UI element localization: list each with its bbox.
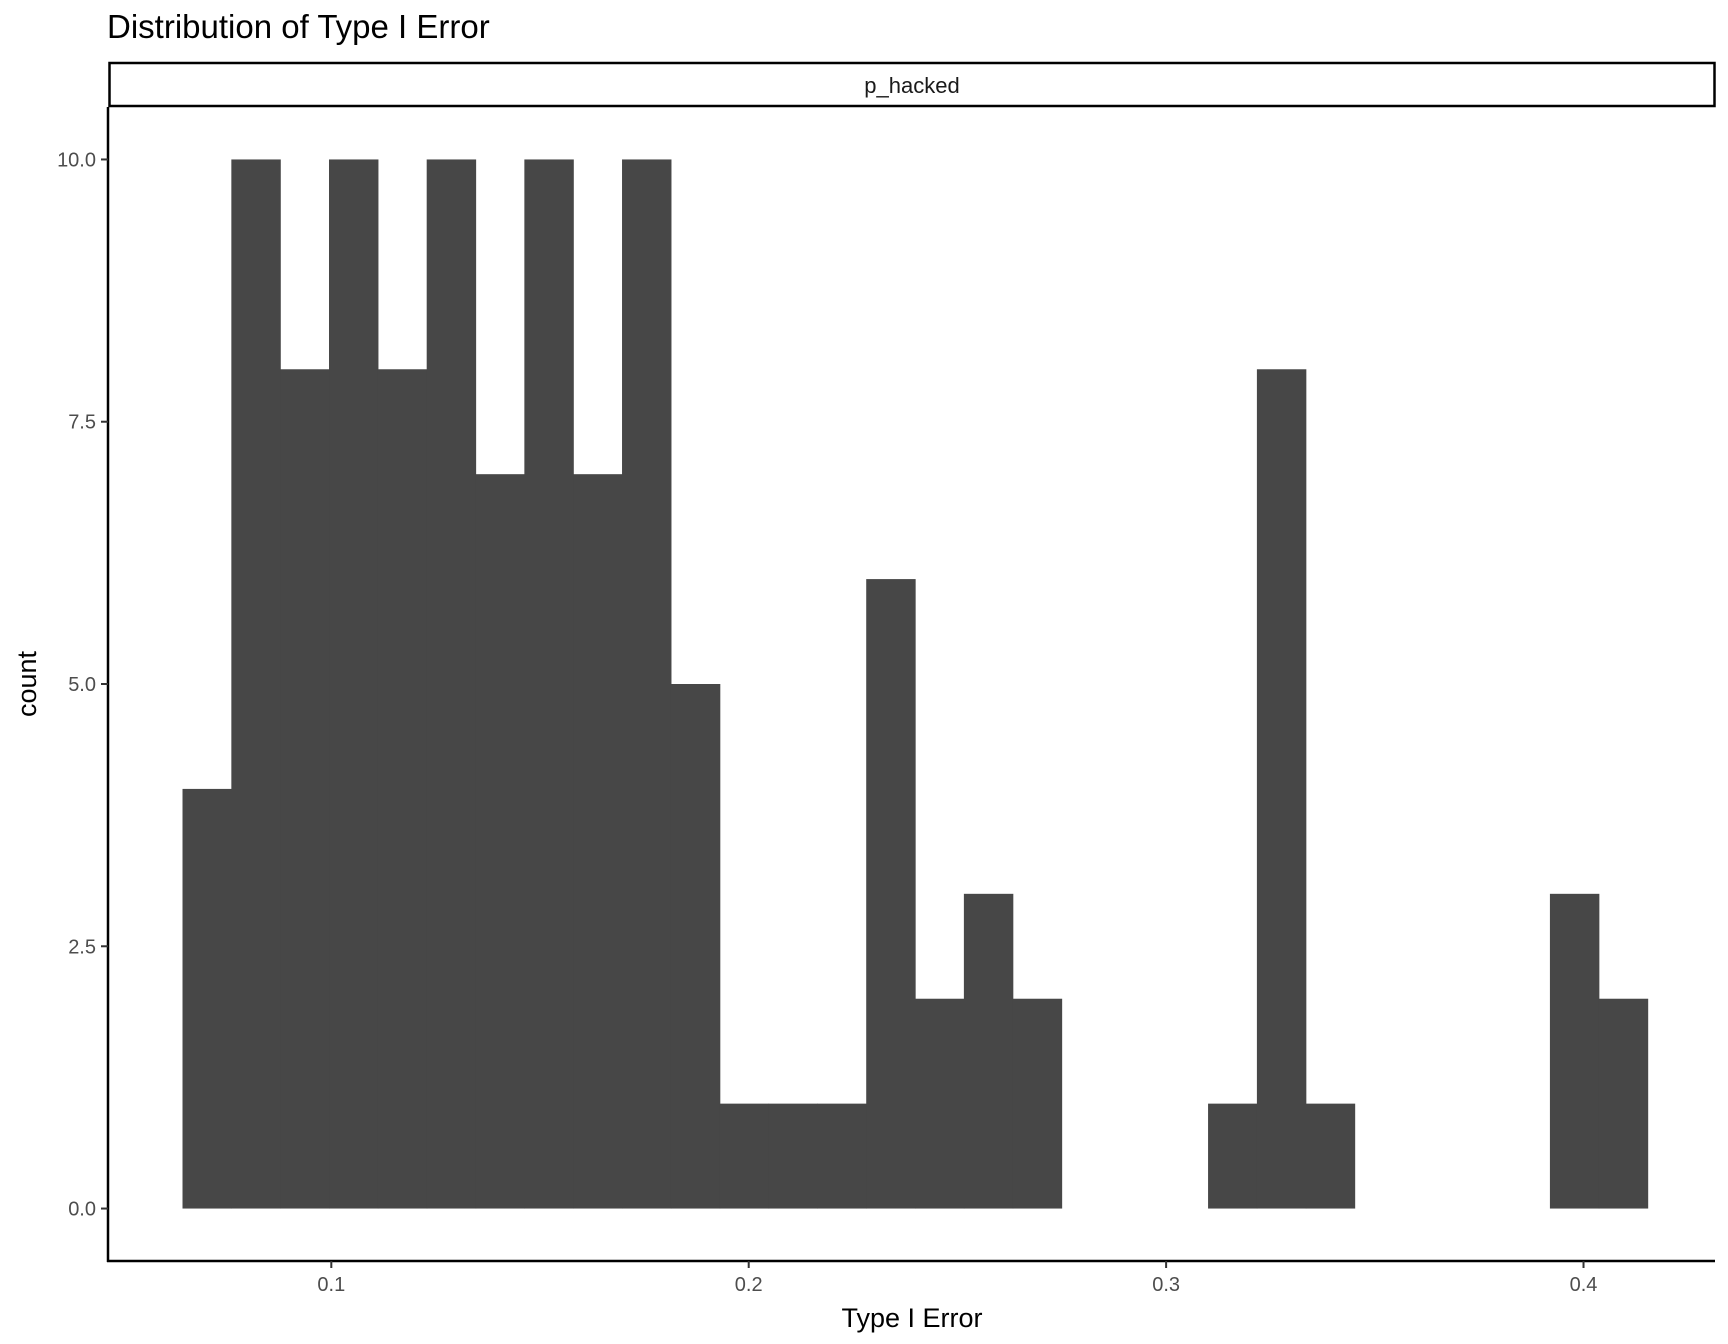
facet-strip-label: p_hacked	[864, 73, 959, 98]
histogram-bar-16	[963, 893, 1014, 1209]
histogram-bar-12	[768, 1103, 818, 1209]
histogram-bar-11	[719, 1103, 770, 1209]
histogram-bar-2	[280, 369, 330, 1209]
histogram-bar-14	[866, 579, 916, 1209]
histogram-bar-8	[573, 474, 623, 1209]
y-tick-label: 10.0	[57, 149, 96, 171]
x-tick-label: 0.1	[317, 1274, 345, 1296]
x-tick-label: 0.3	[1152, 1274, 1180, 1296]
histogram-bar-0	[182, 788, 232, 1209]
x-tick-label: 0.2	[735, 1274, 763, 1296]
histogram-bar-3	[329, 159, 379, 1209]
y-axis-title: count	[12, 650, 42, 717]
histogram-bar-10	[670, 684, 721, 1209]
histogram-bar-7	[524, 159, 574, 1209]
histogram-bar-9	[622, 159, 672, 1209]
histogram-bar-4	[377, 369, 428, 1209]
histogram-bar-13	[817, 1103, 867, 1209]
histogram-bar-21	[1208, 1103, 1258, 1209]
y-axis-ticks: 0.0 2.5 5.0 7.5 10.0	[57, 149, 108, 1221]
histogram-bar-6	[475, 474, 525, 1209]
histogram-bar-5	[426, 159, 477, 1209]
x-axis-ticks: 0.1 0.2 0.3 0.4	[317, 1261, 1597, 1296]
histogram-bar-22	[1256, 369, 1307, 1209]
x-axis-title: Type I Error	[841, 1303, 982, 1333]
histogram-bar-28	[1549, 893, 1600, 1209]
histogram-bar-29	[1598, 998, 1649, 1209]
x-tick-label: 0.4	[1570, 1274, 1598, 1296]
chart-title: Distribution of Type I Error	[107, 8, 490, 45]
facet-strip	[108, 61, 1716, 108]
y-tick-label: 2.5	[68, 936, 96, 958]
y-tick-label: 0.0	[68, 1199, 96, 1221]
histogram-bars	[182, 159, 1649, 1209]
y-tick-label: 5.0	[68, 674, 96, 696]
histogram-bar-17	[1012, 998, 1063, 1209]
histogram-bar-1	[231, 159, 281, 1209]
histogram-bar-15	[915, 998, 965, 1209]
y-tick-label: 7.5	[68, 412, 96, 434]
histogram-bar-23	[1305, 1103, 1356, 1209]
